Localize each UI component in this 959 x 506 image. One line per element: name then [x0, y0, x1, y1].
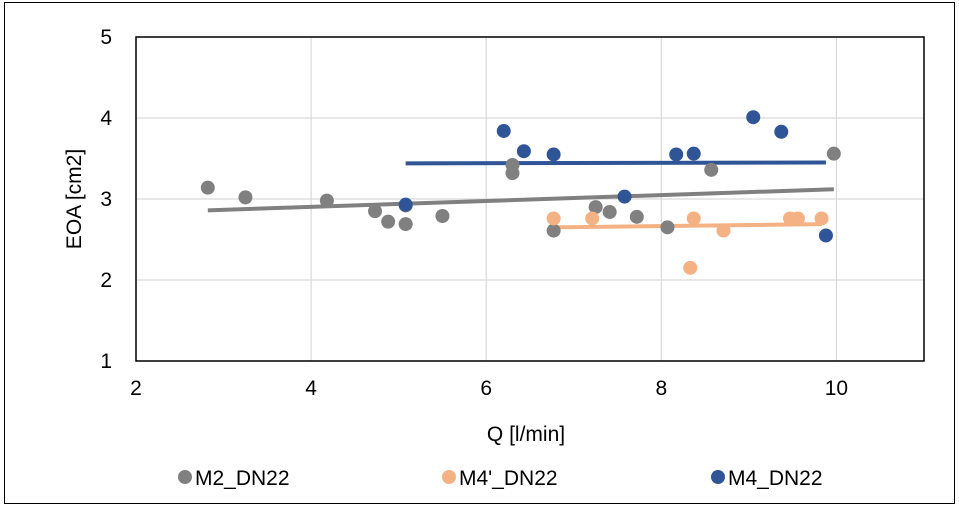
data-point-series-3 — [617, 189, 632, 204]
legend-marker-series-3 — [711, 470, 725, 484]
data-point-series-2 — [546, 211, 561, 226]
x-tick-label: 4 — [305, 377, 317, 400]
data-point-series-3 — [546, 147, 561, 162]
data-point-series-3 — [669, 147, 684, 162]
x-tick-label: 2 — [130, 377, 142, 400]
data-point-series-2 — [585, 211, 600, 226]
data-point-series-2 — [686, 211, 701, 226]
data-point-series-3 — [516, 144, 531, 159]
data-point-series-3 — [818, 228, 833, 243]
data-point-series-2 — [814, 211, 829, 226]
legend-label-series-3: M4_DN22 — [728, 467, 823, 490]
y-tick-label: 2 — [100, 269, 112, 292]
x-tick-label: 10 — [825, 377, 848, 400]
legend-label-series-1: M2_DN22 — [195, 467, 290, 490]
data-point-series-3 — [398, 197, 413, 212]
x-tick-label: 6 — [480, 377, 492, 400]
trendline-series-1 — [207, 187, 834, 213]
data-point-series-2 — [790, 211, 805, 226]
data-point-series-1 — [238, 190, 253, 205]
data-point-series-1 — [588, 200, 603, 215]
legend-marker-series-1 — [178, 470, 192, 484]
trendlines — [207, 160, 834, 230]
chart-frame — [4, 2, 955, 504]
data-point-series-3 — [746, 110, 761, 125]
trendline-series-2 — [553, 222, 822, 230]
data-points — [200, 110, 841, 275]
data-point-series-1 — [602, 204, 617, 219]
legend: M2_DN22 M4'_DN22 M4_DN22 — [178, 467, 823, 490]
data-point-series-3 — [774, 124, 789, 139]
plot-area-border — [135, 36, 925, 362]
data-point-series-1 — [704, 162, 719, 177]
data-point-series-3 — [496, 123, 511, 138]
legend-marker-series-2 — [442, 470, 456, 484]
data-point-series-2 — [683, 260, 698, 275]
x-tick-label: 8 — [655, 377, 667, 400]
data-point-series-1 — [505, 166, 520, 181]
data-point-series-1 — [826, 146, 841, 161]
y-tick-label: 1 — [100, 350, 112, 373]
legend-label-series-2: M4'_DN22 — [459, 467, 558, 490]
data-point-series-1 — [546, 223, 561, 238]
data-point-series-1 — [368, 204, 383, 219]
x-axis-title: Q [l/min] — [487, 423, 565, 446]
data-point-series-1 — [660, 220, 675, 235]
data-point-series-1 — [319, 193, 334, 208]
data-point-series-3 — [686, 146, 701, 161]
data-point-series-1 — [381, 214, 396, 229]
y-axis-title: EOA [cm2] — [63, 149, 86, 249]
data-point-series-1 — [629, 209, 644, 224]
y-tick-label: 4 — [100, 107, 112, 130]
y-tick-label: 5 — [100, 26, 112, 49]
data-point-series-2 — [716, 223, 731, 238]
y-tick-label: 3 — [100, 188, 112, 211]
data-point-series-1 — [435, 209, 450, 224]
data-point-series-1 — [200, 180, 215, 195]
data-point-series-1 — [398, 217, 413, 232]
trendline-series-3 — [405, 160, 826, 166]
